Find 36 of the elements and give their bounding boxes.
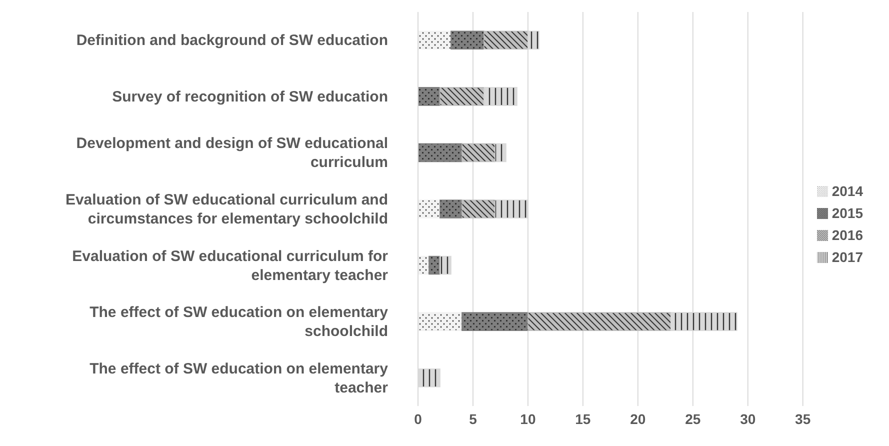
bar <box>462 312 528 331</box>
x-tick-label: 25 <box>685 410 701 427</box>
bar <box>462 200 496 218</box>
bar <box>440 87 484 106</box>
legend-label: 2015 <box>832 205 863 221</box>
bar <box>418 143 462 162</box>
legend-label: 2016 <box>832 227 863 243</box>
y-tick-label: Survey of recognition of SW education <box>112 88 388 105</box>
bar <box>528 312 672 331</box>
bar <box>418 30 452 50</box>
bar <box>462 143 496 162</box>
bar <box>418 312 462 331</box>
y-tick-label: The effect of SW education on elementary teacher <box>90 360 389 396</box>
legend-label: 2017 <box>832 249 863 265</box>
bar <box>418 87 440 106</box>
y-tick-label: Evaluation of SW educational curriculum and circumstances for elementary schoolchild <box>65 191 388 227</box>
x-tick-label: 35 <box>795 410 811 427</box>
bar <box>428 256 440 275</box>
bar <box>484 87 518 106</box>
y-tick-label: Evaluation of SW educational curriculum for elementary teacher <box>72 247 388 284</box>
bar <box>440 256 452 275</box>
bar <box>418 200 440 218</box>
y-tick-label: The effect of SW education on elementary schoolchild <box>90 304 389 340</box>
x-tick-label: 0 <box>414 410 422 427</box>
bar <box>450 30 484 50</box>
bar <box>494 143 506 162</box>
y-tick-label: Definition and background of SW education <box>76 32 388 49</box>
x-tick-label: 20 <box>630 410 646 427</box>
bar <box>440 200 462 218</box>
y-tick-label: Development and design of SW educational curriculum <box>76 134 388 171</box>
x-tick-label: 15 <box>575 410 591 427</box>
x-tick-label: 30 <box>740 410 756 427</box>
x-tick-label: 5 <box>469 410 478 427</box>
bar <box>484 30 528 50</box>
x-tick-label: 10 <box>520 410 536 427</box>
legend-label: 2014 <box>832 183 863 199</box>
